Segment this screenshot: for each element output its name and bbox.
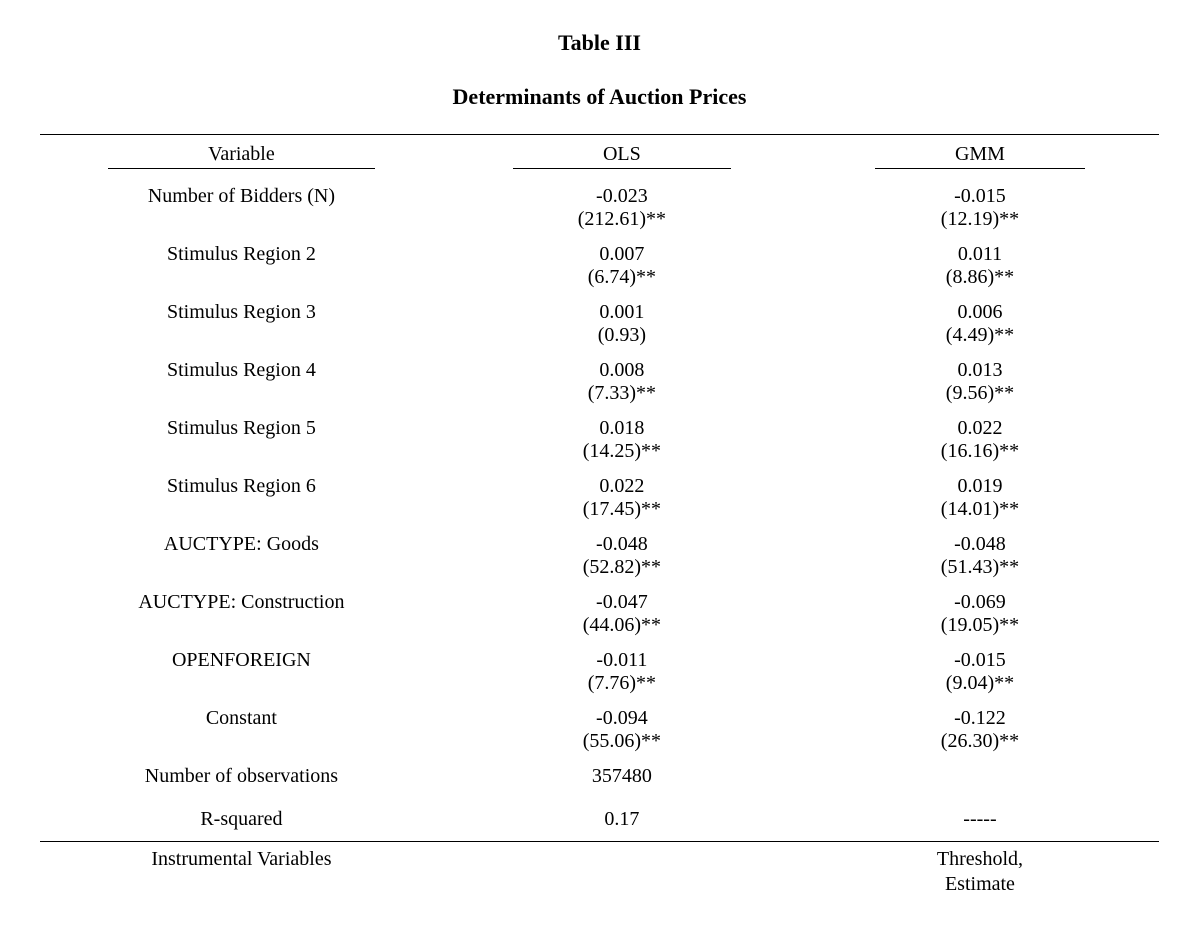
footer-gmm-1: Threshold, xyxy=(801,842,1159,874)
ols-se: (212.61)** xyxy=(443,208,801,233)
var-label: AUCTYPE: Goods xyxy=(40,523,443,556)
table-row: Stimulus Region 3 0.001 0.006 xyxy=(40,291,1159,324)
ols-coef: -0.094 xyxy=(443,697,801,730)
gmm-se: (26.30)** xyxy=(801,730,1159,755)
regression-table: Variable OLS GMM Number of Bidders (N) -… xyxy=(40,134,1159,898)
var-label: Stimulus Region 2 xyxy=(40,233,443,266)
footer-row: Instrumental Variables Threshold, xyxy=(40,842,1159,874)
table-number: Table III xyxy=(40,30,1159,56)
header-gmm: GMM xyxy=(875,143,1085,169)
gmm-se: (19.05)** xyxy=(801,614,1159,639)
table-row: Number of Bidders (N) -0.023 -0.015 xyxy=(40,175,1159,208)
table-row-se: (6.74)** (8.86)** xyxy=(40,266,1159,291)
footer-label: Instrumental Variables xyxy=(40,842,443,874)
nobs-row: Number of observations 357480 xyxy=(40,755,1159,794)
table-row-se: (0.93) (4.49)** xyxy=(40,324,1159,349)
ols-se: (44.06)** xyxy=(443,614,801,639)
var-label: Number of Bidders (N) xyxy=(40,175,443,208)
footer-gmm-2: Estimate xyxy=(801,873,1159,898)
footer-row-2: Estimate xyxy=(40,873,1159,898)
ols-se: (0.93) xyxy=(443,324,801,349)
ols-coef: 0.008 xyxy=(443,349,801,382)
ols-se: (52.82)** xyxy=(443,556,801,581)
header-ols: OLS xyxy=(513,143,731,169)
table-row: Stimulus Region 6 0.022 0.019 xyxy=(40,465,1159,498)
gmm-se: (14.01)** xyxy=(801,498,1159,523)
ols-coef: 0.001 xyxy=(443,291,801,324)
gmm-coef: 0.019 xyxy=(801,465,1159,498)
ols-se: (55.06)** xyxy=(443,730,801,755)
var-label: Stimulus Region 5 xyxy=(40,407,443,440)
table-row-se: (14.25)** (16.16)** xyxy=(40,440,1159,465)
table-row: AUCTYPE: Construction -0.047 -0.069 xyxy=(40,581,1159,614)
table-row: AUCTYPE: Goods -0.048 -0.048 xyxy=(40,523,1159,556)
table-row-se: (52.82)** (51.43)** xyxy=(40,556,1159,581)
gmm-coef: 0.022 xyxy=(801,407,1159,440)
table-row: Stimulus Region 4 0.008 0.013 xyxy=(40,349,1159,382)
gmm-coef: 0.006 xyxy=(801,291,1159,324)
table-row: OPENFOREIGN -0.011 -0.015 xyxy=(40,639,1159,672)
gmm-coef: 0.011 xyxy=(801,233,1159,266)
var-label: Constant xyxy=(40,697,443,730)
ols-coef: -0.047 xyxy=(443,581,801,614)
ols-se: (6.74)** xyxy=(443,266,801,291)
nobs-label: Number of observations xyxy=(40,755,443,794)
var-label: OPENFOREIGN xyxy=(40,639,443,672)
table-header-row: Variable OLS GMM xyxy=(40,135,1159,176)
nobs-gmm xyxy=(801,755,1159,794)
ols-coef: 0.022 xyxy=(443,465,801,498)
table-row-se: (7.76)** (9.04)** xyxy=(40,672,1159,697)
rsq-ols: 0.17 xyxy=(443,794,801,842)
ols-coef: -0.048 xyxy=(443,523,801,556)
var-label: Stimulus Region 4 xyxy=(40,349,443,382)
table-row-se: (44.06)** (19.05)** xyxy=(40,614,1159,639)
ols-coef: 0.018 xyxy=(443,407,801,440)
gmm-se: (12.19)** xyxy=(801,208,1159,233)
var-label: Stimulus Region 6 xyxy=(40,465,443,498)
ols-se: (7.76)** xyxy=(443,672,801,697)
rsq-gmm: ----- xyxy=(801,794,1159,842)
table-row-se: (17.45)** (14.01)** xyxy=(40,498,1159,523)
var-label: AUCTYPE: Construction xyxy=(40,581,443,614)
table-row: Constant -0.094 -0.122 xyxy=(40,697,1159,730)
gmm-coef: -0.048 xyxy=(801,523,1159,556)
table-row: Stimulus Region 5 0.018 0.022 xyxy=(40,407,1159,440)
rsq-row: R-squared 0.17 ----- xyxy=(40,794,1159,842)
gmm-se: (8.86)** xyxy=(801,266,1159,291)
ols-coef: -0.011 xyxy=(443,639,801,672)
gmm-se: (51.43)** xyxy=(801,556,1159,581)
table-row-se: (212.61)** (12.19)** xyxy=(40,208,1159,233)
gmm-coef: -0.015 xyxy=(801,639,1159,672)
nobs-ols: 357480 xyxy=(443,755,801,794)
table-row-se: (7.33)** (9.56)** xyxy=(40,382,1159,407)
gmm-se: (9.04)** xyxy=(801,672,1159,697)
var-label: Stimulus Region 3 xyxy=(40,291,443,324)
table-row: Stimulus Region 2 0.007 0.011 xyxy=(40,233,1159,266)
table-row-se: (55.06)** (26.30)** xyxy=(40,730,1159,755)
ols-coef: -0.023 xyxy=(443,175,801,208)
gmm-coef: -0.015 xyxy=(801,175,1159,208)
table-title: Determinants of Auction Prices xyxy=(40,84,1159,110)
gmm-se: (9.56)** xyxy=(801,382,1159,407)
ols-se: (17.45)** xyxy=(443,498,801,523)
gmm-se: (16.16)** xyxy=(801,440,1159,465)
gmm-coef: -0.122 xyxy=(801,697,1159,730)
gmm-coef: 0.013 xyxy=(801,349,1159,382)
header-variable: Variable xyxy=(108,143,375,169)
ols-se: (14.25)** xyxy=(443,440,801,465)
gmm-se: (4.49)** xyxy=(801,324,1159,349)
ols-coef: 0.007 xyxy=(443,233,801,266)
gmm-coef: -0.069 xyxy=(801,581,1159,614)
rsq-label: R-squared xyxy=(40,794,443,842)
ols-se: (7.33)** xyxy=(443,382,801,407)
